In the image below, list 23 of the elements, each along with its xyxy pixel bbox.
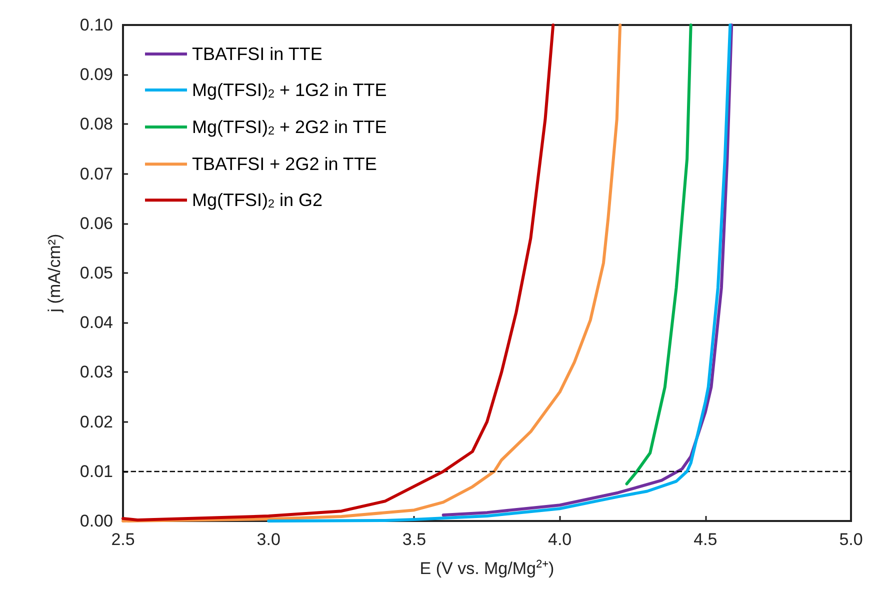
y-tick-label: 0.04 xyxy=(80,313,113,332)
line-series xyxy=(267,24,732,522)
y-tick-label: 0.06 xyxy=(80,214,113,233)
y-tick-label: 0.02 xyxy=(80,412,113,432)
legend-label: TBATFSI in TTE xyxy=(192,44,322,64)
y-tick-label: 0.08 xyxy=(80,114,113,134)
y-tick-label: 0.03 xyxy=(80,362,113,382)
y-tick-label: 0.01 xyxy=(80,462,113,481)
y-axis-title: j (mA/cm²) xyxy=(45,234,64,314)
line-series xyxy=(442,24,734,517)
y-tick-label: 0.09 xyxy=(80,65,113,84)
x-tick-label: 4.5 xyxy=(694,530,718,549)
line-series xyxy=(625,24,692,486)
x-tick-label: 3.5 xyxy=(402,530,426,549)
legend-label: TBATFSI + 2G2 in TTE xyxy=(192,154,377,174)
x-tick-label: 2.5 xyxy=(111,530,135,549)
y-tick-label: 0.07 xyxy=(80,164,113,184)
y-tick-label: 0.00 xyxy=(80,512,113,530)
y-tick-label: 0.05 xyxy=(80,264,113,282)
x-tick-label: 5.0 xyxy=(839,530,863,549)
x-tick-label: 3.0 xyxy=(256,530,280,549)
y-tick-label: 0.10 xyxy=(80,16,113,34)
x-tick-label: 4.0 xyxy=(548,530,572,549)
